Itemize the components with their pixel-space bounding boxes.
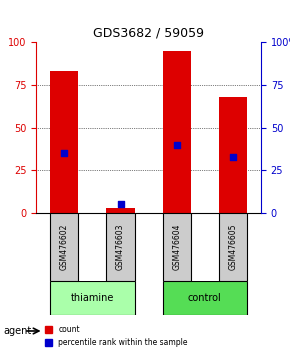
FancyBboxPatch shape — [163, 281, 247, 315]
Point — [118, 201, 123, 207]
Title: GDS3682 / 59059: GDS3682 / 59059 — [93, 27, 204, 40]
Text: thiamine: thiamine — [71, 293, 114, 303]
Point — [62, 150, 67, 156]
Bar — [50, 72, 78, 213]
Point — [231, 154, 235, 159]
Point — [174, 142, 179, 148]
Bar — [163, 51, 191, 213]
Text: GSM476603: GSM476603 — [116, 224, 125, 270]
Text: GSM476602: GSM476602 — [60, 224, 69, 270]
Bar — [106, 208, 135, 213]
Text: GSM476604: GSM476604 — [172, 224, 181, 270]
FancyBboxPatch shape — [163, 213, 191, 281]
Text: GSM476605: GSM476605 — [229, 224, 238, 270]
FancyBboxPatch shape — [106, 213, 135, 281]
Text: agent: agent — [3, 326, 31, 336]
FancyBboxPatch shape — [50, 281, 135, 315]
FancyBboxPatch shape — [50, 213, 78, 281]
Legend: count, percentile rank within the sample: count, percentile rank within the sample — [41, 322, 191, 350]
Text: control: control — [188, 293, 222, 303]
FancyBboxPatch shape — [219, 213, 247, 281]
Bar — [219, 97, 247, 213]
